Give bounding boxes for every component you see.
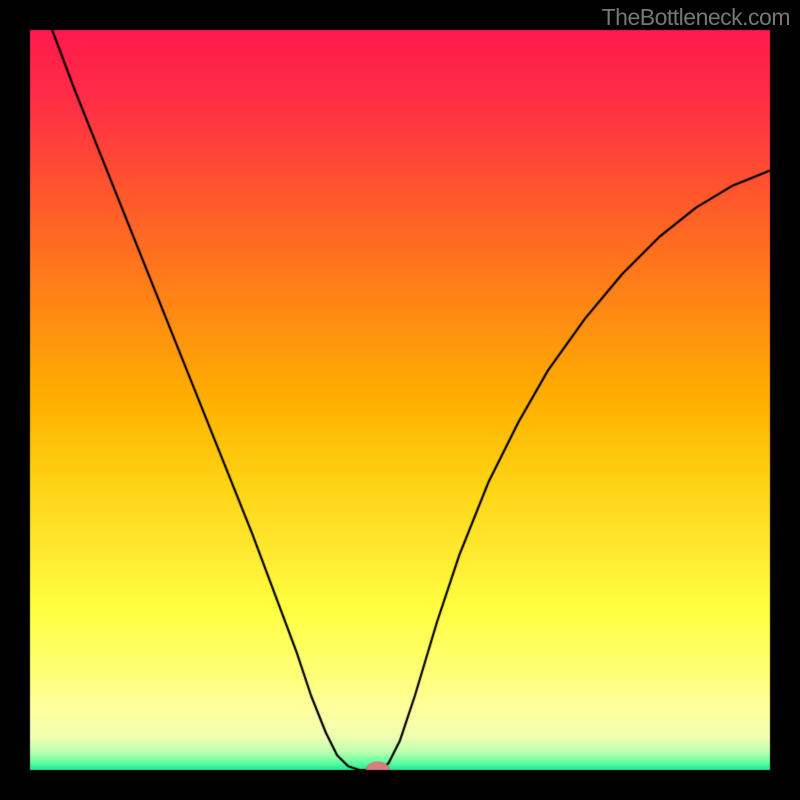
bottleneck-chart	[0, 0, 800, 800]
